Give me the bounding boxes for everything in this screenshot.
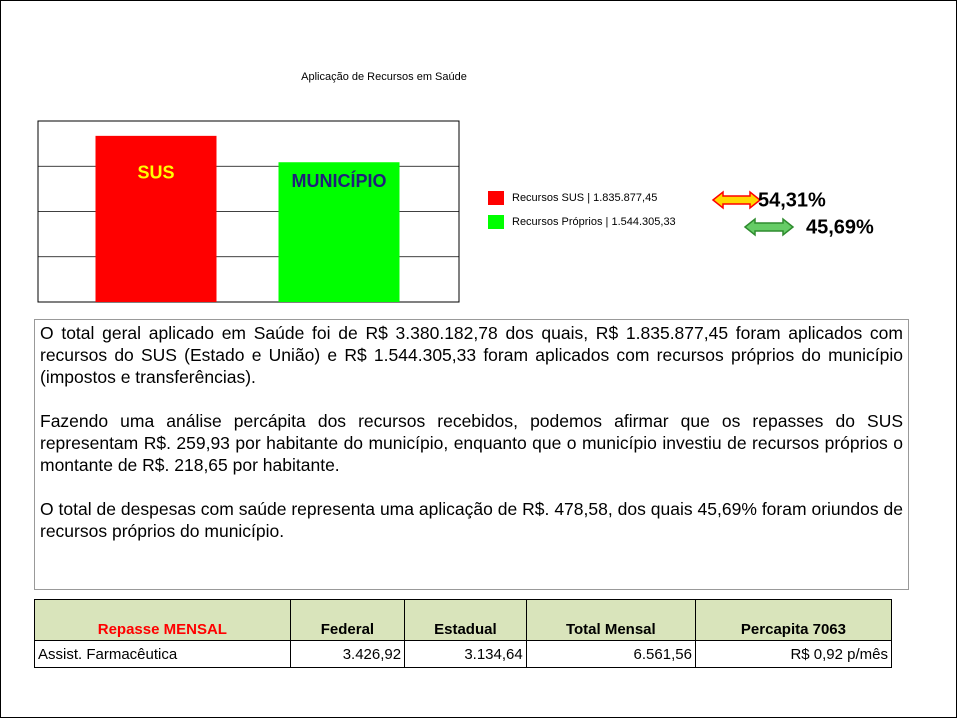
header-cell: Total Mensal — [525, 599, 696, 641]
header-cell: Federal — [289, 599, 406, 641]
percent-label: 54,31% — [758, 189, 826, 211]
header-cell: Repasse MENSAL — [34, 599, 291, 641]
header-cell: Estadual — [404, 599, 527, 641]
cell: 6.561,56 — [525, 640, 696, 668]
legend-swatch — [488, 215, 504, 229]
bar-label: SUS — [137, 163, 174, 183]
cell: 3.134,64 — [404, 640, 527, 668]
bar — [95, 135, 217, 302]
cell: 3.426,92 — [289, 640, 406, 668]
paragraph: Fazendo uma análise percápita dos recurs… — [40, 411, 903, 475]
legend-label: Recursos Próprios | 1.544.305,33 — [512, 216, 676, 228]
paragraph: O total de despesas com saúde representa… — [40, 499, 903, 541]
bar-label: MUNICÍPIO — [291, 170, 386, 191]
paragraph: O total geral aplicado em Saúde foi de R… — [40, 323, 903, 387]
table: Repasse MENSAL Federal Estadual Total Mensa… — [34, 599, 893, 668]
cell: Assist. Farmacêutica — [34, 640, 291, 668]
legend-label: Recursos SUS | 1.835.877,45 — [512, 192, 657, 204]
bar — [278, 162, 400, 302]
text-box: O total geral aplicado em Saúde foi de R… — [34, 319, 909, 590]
chart-title: Aplicação de Recursos em Saúde — [301, 71, 467, 83]
arrow — [743, 217, 795, 237]
row: Assist. Farmacêutica 3.426,92 3.134,64 6.56… — [34, 640, 893, 668]
legend-swatch — [488, 191, 504, 205]
header-cell: Percapita 7063 — [694, 599, 893, 641]
arrow — [711, 190, 762, 210]
percent-label: 45,69% — [806, 216, 874, 238]
cell: R$ 0,92 p/mês — [694, 640, 893, 668]
